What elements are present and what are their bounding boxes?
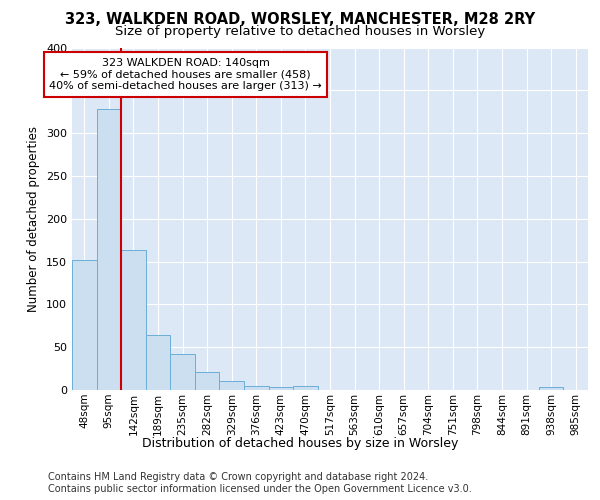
Text: Size of property relative to detached houses in Worsley: Size of property relative to detached ho… — [115, 25, 485, 38]
Text: 323 WALKDEN ROAD: 140sqm
← 59% of detached houses are smaller (458)
40% of semi-: 323 WALKDEN ROAD: 140sqm ← 59% of detach… — [49, 58, 322, 91]
Bar — [72, 260, 97, 390]
Bar — [269, 386, 293, 390]
Bar — [146, 335, 170, 390]
Bar — [244, 386, 269, 390]
Text: 323, WALKDEN ROAD, WORSLEY, MANCHESTER, M28 2RY: 323, WALKDEN ROAD, WORSLEY, MANCHESTER, … — [65, 12, 535, 28]
Bar — [195, 372, 220, 390]
Bar — [170, 354, 195, 390]
Bar — [121, 250, 146, 390]
Y-axis label: Number of detached properties: Number of detached properties — [28, 126, 40, 312]
Text: Contains HM Land Registry data © Crown copyright and database right 2024.: Contains HM Land Registry data © Crown c… — [48, 472, 428, 482]
Text: Contains public sector information licensed under the Open Government Licence v3: Contains public sector information licen… — [48, 484, 472, 494]
Bar — [97, 109, 121, 390]
Bar — [293, 386, 318, 390]
Text: Distribution of detached houses by size in Worsley: Distribution of detached houses by size … — [142, 438, 458, 450]
Bar — [220, 382, 244, 390]
Bar — [539, 386, 563, 390]
